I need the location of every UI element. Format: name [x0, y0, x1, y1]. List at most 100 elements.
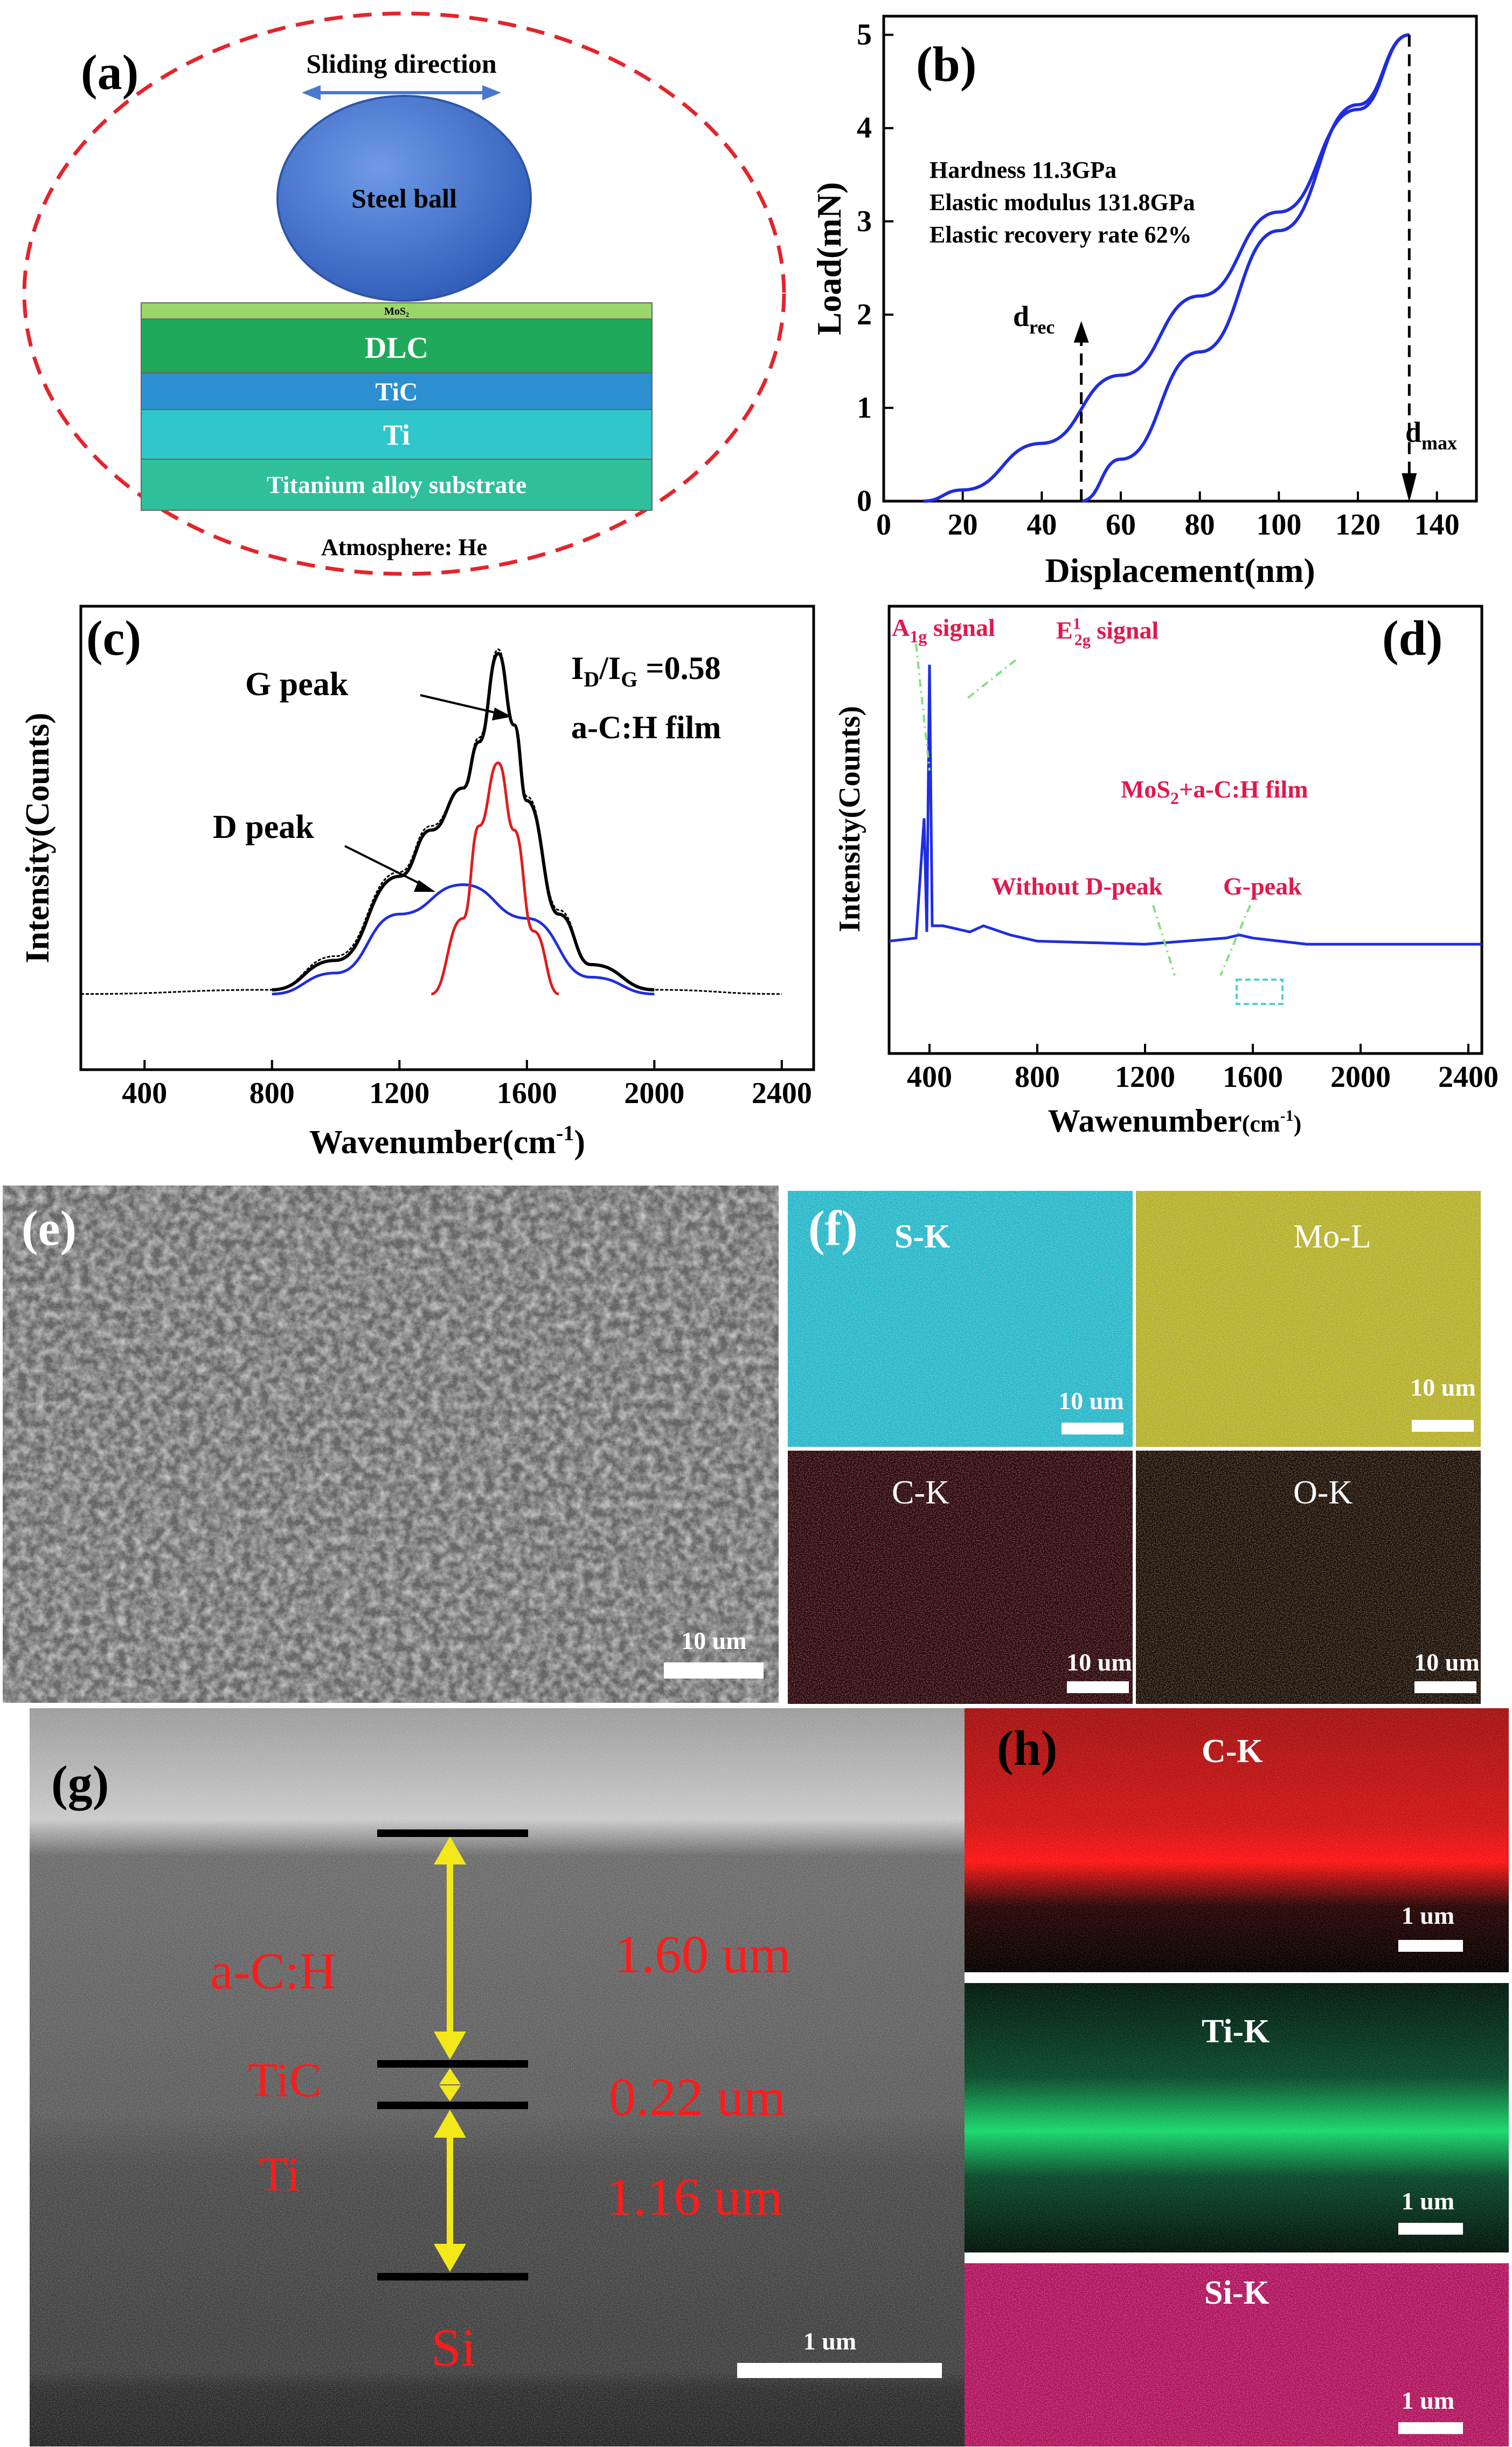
panel-b: 0 20 40 60 80 100 120 140 0 1 2 3 4 5 (b) Hardness 11… — [810, 15, 1478, 590]
series-fit-total — [272, 651, 655, 992]
double-arrow-icon — [302, 85, 501, 100]
map-c-scalebar — [1067, 1681, 1129, 1693]
map-h-c-element: C-K — [1202, 1733, 1263, 1770]
y-tick-label: 0 — [857, 484, 872, 518]
g-peak-box — [1236, 979, 1284, 1005]
y-tick-label: 2 — [857, 298, 872, 331]
map-o-scalebar — [1414, 1681, 1476, 1693]
axis-d: 400 800 1200 1600 2000 2400 — [907, 1044, 1499, 1094]
x-tick-label: 2000 — [1330, 1060, 1391, 1094]
map-c-scale: 10 um — [1066, 1648, 1132, 1676]
x-tick-label: 1200 — [369, 1077, 429, 1110]
map-h-si-scale: 1 um — [1402, 2387, 1454, 2414]
green-arrows — [915, 643, 1251, 976]
map-h-ti-scale: 1 um — [1402, 2187, 1454, 2215]
x-tick-label: 800 — [249, 1077, 295, 1110]
layer-ti — [141, 409, 653, 460]
layer-substrate-label: Titanium alloy substrate — [267, 471, 526, 498]
x-tick-label: 400 — [122, 1077, 167, 1110]
x-tick-label: 1600 — [497, 1077, 557, 1110]
ratio-label: ID/IG =0.58 — [571, 650, 721, 691]
scale-label-e: 10 um — [681, 1627, 746, 1654]
y-tick-label: 1 — [857, 391, 872, 425]
film-label-c: a-C:H film — [571, 710, 721, 745]
layer-ti-label: Ti — [383, 419, 410, 451]
map-c-element: C-K — [892, 1474, 949, 1511]
steel-ball — [276, 95, 532, 302]
map-o-element: O-K — [1293, 1474, 1353, 1511]
map-h-ti-element: Ti-K — [1202, 2013, 1270, 2050]
sem-grain-e — [3, 1186, 779, 1703]
x-tick-label: 2400 — [752, 1077, 812, 1110]
x-tick-label: 20 — [948, 508, 978, 542]
x-tick-label: 400 — [907, 1060, 952, 1094]
thickness-acth: 1.60 um — [614, 1924, 791, 1984]
xlabel-c: Wavenumber(cm-1) — [309, 1121, 585, 1161]
scale-bar-e — [664, 1662, 764, 1679]
x-tick-label: 60 — [1106, 508, 1136, 542]
x-tick-label: 1200 — [1115, 1060, 1175, 1094]
y-tick-label: 4 — [857, 112, 872, 145]
xlabel-b: Displacement(nm) — [1045, 551, 1315, 590]
series-unloading — [1081, 33, 1410, 503]
map-h-ti-scalebar — [1398, 2223, 1463, 2235]
x-tick-label: 1600 — [1223, 1060, 1283, 1094]
layer-mos2-label: MoS₂ — [384, 306, 409, 317]
series-measured — [80, 648, 782, 995]
xlabel-d: Wawenumber(cm-1) — [1048, 1103, 1302, 1139]
series-G-band — [431, 761, 559, 996]
series-b — [923, 33, 1417, 503]
scale-label-g: 1 um — [803, 2327, 856, 2355]
panel-label-h: (h) — [997, 1721, 1057, 1776]
map-mo-texture — [1136, 1191, 1481, 1447]
a1g-label: A1g signal — [892, 614, 995, 646]
map-h-si-element: Si-K — [1204, 2275, 1270, 2311]
arrow-d-peak — [344, 845, 435, 892]
scale-bar-g — [737, 2363, 942, 2378]
arrow-g-peak — [420, 694, 512, 720]
map-s-element: S-K — [894, 1218, 950, 1255]
layer-dlc — [141, 318, 653, 373]
plot-frame-d — [887, 605, 1483, 1055]
g-peak-label-d: G-peak — [1223, 872, 1302, 900]
ylabel-b: Load(mN) — [810, 182, 848, 335]
ylabel-c: Intensity(Counts) — [19, 712, 56, 963]
thickness-ti: 1.16 um — [606, 2167, 783, 2227]
panel-label-b: (b) — [916, 37, 976, 92]
panel-h: (h) C-K Ti-K Si-K 1 um 1 um 1 um — [965, 1708, 1509, 2446]
panel-a: (a) Sliding direction Steel ball MoS₂ DL… — [22, 11, 786, 576]
panel-label-d: (d) — [1382, 611, 1442, 666]
panel-label-e: (e) — [22, 1201, 77, 1256]
map-s-texture — [788, 1191, 1133, 1447]
map-h-ti-texture — [965, 1983, 1509, 2252]
sliding-direction-label: Sliding direction — [306, 48, 497, 79]
panel-label-g: (g) — [51, 1756, 109, 1811]
map-mo-element: Mo-L — [1293, 1218, 1371, 1255]
x-tick-label: 800 — [1015, 1060, 1060, 1094]
thickness-arrows — [434, 1836, 466, 2272]
dashed-border — [22, 11, 786, 576]
map-h-si-texture — [965, 2263, 1509, 2446]
map-o-scale: 10 um — [1414, 1648, 1479, 1676]
film-label-d: MoS2+a-C:H film — [1121, 775, 1308, 808]
dmax-label: dmax — [1405, 416, 1457, 454]
map-mo-scalebar — [1412, 1420, 1474, 1432]
x-tick-label: 100 — [1256, 508, 1301, 542]
map-mo-scale: 10 um — [1410, 1374, 1475, 1401]
map-h-c-scalebar — [1398, 1940, 1463, 1952]
map-c-texture — [788, 1451, 1133, 1704]
drec-arrowhead — [1073, 321, 1089, 343]
map-h-c-texture — [965, 1708, 1509, 1972]
plot-frame-b — [882, 15, 1478, 503]
panel-label-c: (c) — [86, 611, 141, 666]
series-d — [889, 664, 1482, 946]
panel-c: 400 800 1200 1600 2000 2400 (c) G peak D peak… — [19, 605, 815, 1161]
layer-tic — [141, 372, 653, 410]
map-s-scalebar — [1062, 1423, 1123, 1434]
layer-mos2 — [141, 302, 653, 320]
layer-label-si: Si — [431, 2318, 476, 2377]
thickness-tic: 0.22 um — [609, 2067, 786, 2127]
panel-f: (f) S-K Mo-L C-K O-K 10 um 10 um 10 um 1… — [788, 1191, 1481, 1704]
axis-c: 400 800 1200 1600 2000 2400 — [122, 1060, 812, 1110]
x-tick-label: 40 — [1027, 508, 1057, 542]
